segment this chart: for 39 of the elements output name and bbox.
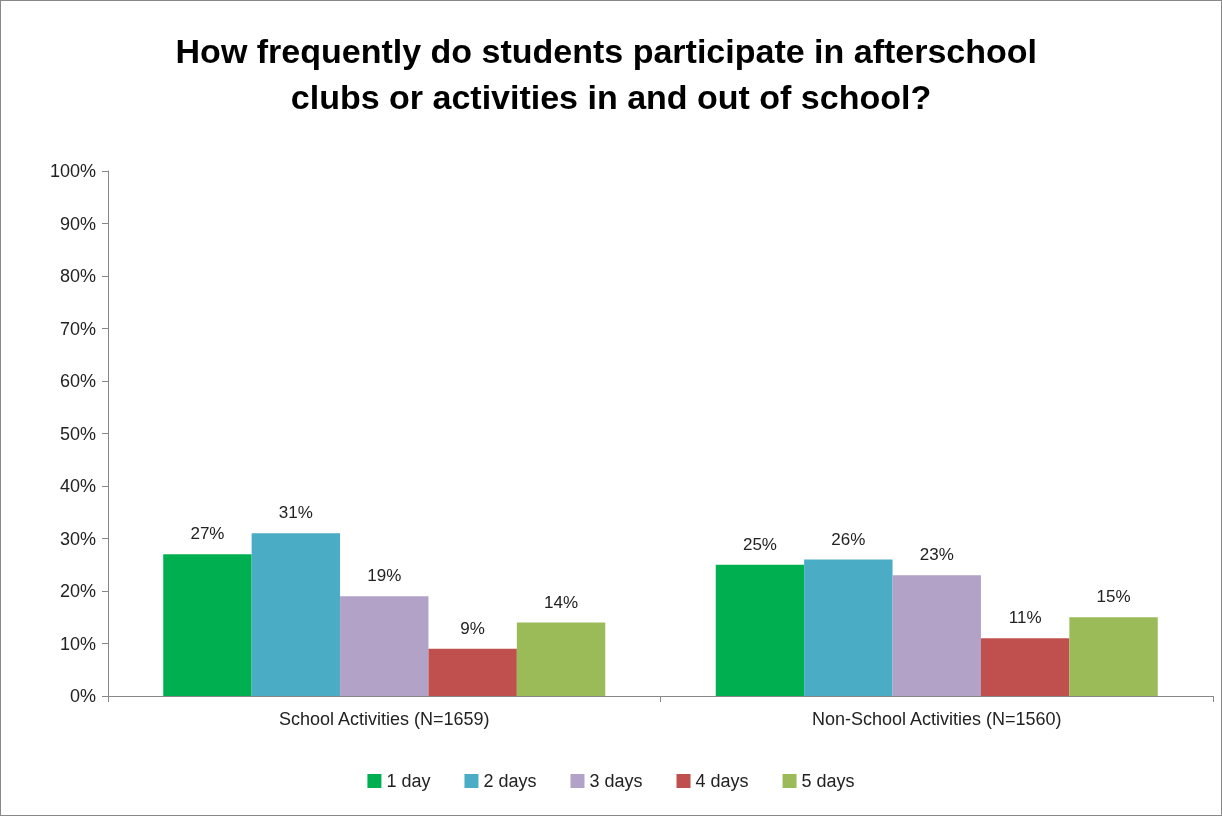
legend-label: 2 days bbox=[483, 771, 537, 791]
legend-label: 1 day bbox=[386, 771, 431, 791]
y-tick-label: 40% bbox=[59, 476, 96, 496]
data-label: 9% bbox=[460, 618, 485, 638]
bar bbox=[251, 533, 341, 696]
data-label: 31% bbox=[278, 503, 313, 523]
y-tick-label: 80% bbox=[59, 266, 96, 286]
data-label: 15% bbox=[1096, 587, 1131, 607]
bar bbox=[163, 554, 252, 696]
data-label: 25% bbox=[742, 534, 777, 554]
y-tick-label: 10% bbox=[59, 633, 96, 654]
data-label: 14% bbox=[544, 592, 579, 612]
y-tick-label: 60% bbox=[59, 371, 96, 391]
legend-label: 4 days bbox=[695, 771, 749, 791]
data-label: 11% bbox=[1008, 608, 1042, 628]
y-tick-label: 100% bbox=[49, 161, 96, 181]
data-label: 19% bbox=[367, 566, 402, 586]
bar bbox=[340, 596, 429, 696]
bar bbox=[1069, 617, 1158, 696]
legend-label: 3 days bbox=[589, 771, 643, 791]
y-tick-label: 0% bbox=[69, 686, 96, 706]
data-label: 23% bbox=[919, 545, 954, 565]
bar bbox=[715, 564, 805, 696]
data-label: 26% bbox=[831, 529, 866, 549]
x-tick-label: School Activities (N=1659) bbox=[278, 709, 490, 729]
data-label: 27% bbox=[190, 524, 225, 544]
chart-title: How frequently do students participate in afterschool clubs or activities in and out of school? bbox=[175, 32, 1047, 116]
bar bbox=[980, 638, 1070, 696]
y-tick-label: 50% bbox=[59, 423, 96, 444]
y-tick-label: 20% bbox=[59, 581, 96, 601]
y-tick-label: 70% bbox=[59, 318, 96, 339]
bar bbox=[428, 648, 517, 696]
bar bbox=[516, 622, 606, 696]
x-tick-label: Non-School Activities (N=1560) bbox=[811, 709, 1062, 729]
bar bbox=[892, 575, 981, 696]
y-tick-label: 90% bbox=[59, 213, 96, 234]
y-tick-label: 30% bbox=[59, 528, 96, 549]
legend-label: 5 days bbox=[801, 771, 855, 791]
bar bbox=[804, 559, 893, 696]
